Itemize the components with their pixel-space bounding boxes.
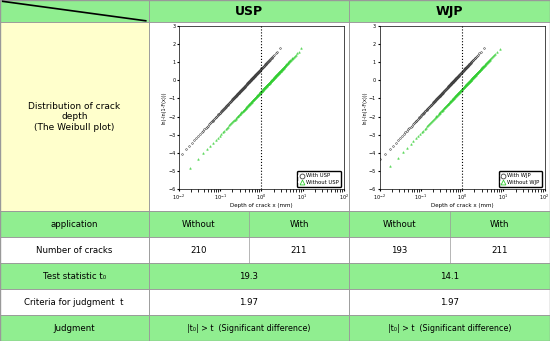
Bar bbox=[0, 315, 148, 341]
Text: 14.1: 14.1 bbox=[440, 272, 459, 281]
Text: application: application bbox=[51, 220, 98, 229]
Bar bbox=[0, 22, 148, 211]
Text: Number of cracks: Number of cracks bbox=[36, 246, 112, 255]
Text: 1.97: 1.97 bbox=[440, 298, 459, 307]
Bar bbox=[148, 0, 349, 22]
Text: 211: 211 bbox=[291, 246, 307, 255]
Bar bbox=[0, 211, 148, 237]
Text: |t₀| > t  (Significant difference): |t₀| > t (Significant difference) bbox=[187, 324, 311, 332]
Text: 211: 211 bbox=[492, 246, 508, 255]
Bar bbox=[349, 263, 550, 289]
Bar bbox=[349, 289, 550, 315]
X-axis label: Depth of crack x (mm): Depth of crack x (mm) bbox=[230, 204, 293, 208]
Y-axis label: ln(-ln(1-F(x))): ln(-ln(1-F(x))) bbox=[162, 91, 167, 124]
Text: Criteria for judgment  t: Criteria for judgment t bbox=[25, 298, 124, 307]
Bar bbox=[0, 0, 148, 22]
Bar bbox=[148, 315, 349, 341]
Text: |t₀| > t  (Significant difference): |t₀| > t (Significant difference) bbox=[388, 324, 512, 332]
Y-axis label: ln(-ln(1-F(x))): ln(-ln(1-F(x))) bbox=[362, 91, 367, 124]
Text: Without: Without bbox=[182, 220, 216, 229]
Text: With: With bbox=[289, 220, 309, 229]
Text: 19.3: 19.3 bbox=[239, 272, 258, 281]
Text: Distribution of crack
depth
(The Weibull plot): Distribution of crack depth (The Weibull… bbox=[28, 102, 120, 132]
Bar bbox=[349, 0, 550, 22]
Bar bbox=[349, 22, 550, 211]
X-axis label: Depth of crack x (mm): Depth of crack x (mm) bbox=[431, 204, 493, 208]
Bar bbox=[0, 237, 148, 263]
Bar bbox=[148, 289, 349, 315]
Bar bbox=[148, 237, 349, 263]
Bar bbox=[349, 315, 550, 341]
Legend: With USP, Without USP: With USP, Without USP bbox=[298, 171, 341, 187]
Legend: With WJP, Without WJP: With WJP, Without WJP bbox=[498, 171, 542, 187]
Bar bbox=[349, 237, 550, 263]
Text: Without: Without bbox=[383, 220, 416, 229]
Text: With: With bbox=[490, 220, 509, 229]
Text: 193: 193 bbox=[391, 246, 408, 255]
Text: 210: 210 bbox=[190, 246, 207, 255]
Text: Test statistic t₀: Test statistic t₀ bbox=[43, 272, 106, 281]
Bar bbox=[148, 263, 349, 289]
Bar bbox=[0, 263, 148, 289]
Bar bbox=[349, 211, 550, 237]
Text: 1.97: 1.97 bbox=[239, 298, 258, 307]
Bar bbox=[0, 289, 148, 315]
Text: WJP: WJP bbox=[436, 4, 463, 18]
Bar bbox=[148, 22, 349, 211]
Text: USP: USP bbox=[235, 4, 263, 18]
Bar bbox=[148, 211, 349, 237]
Text: Judgment: Judgment bbox=[53, 324, 95, 332]
